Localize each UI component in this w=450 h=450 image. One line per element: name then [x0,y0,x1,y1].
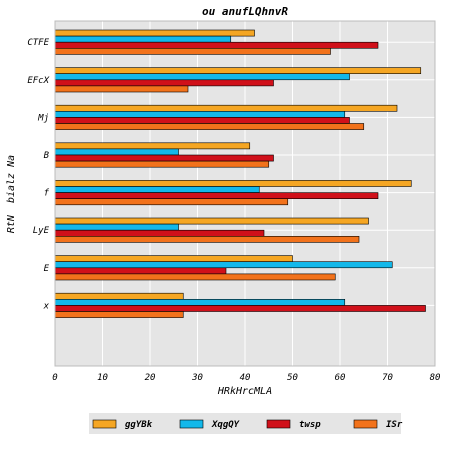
y-category-label: E [44,264,50,274]
bar-XqgQY-B [54,148,179,156]
x-tick-label: 80 [430,373,441,383]
bar-ggYBk-x [54,292,184,300]
legend-background [89,413,401,434]
x-tick-label: 50 [287,373,298,383]
y-category-label: B [44,151,50,161]
x-tick-label: 30 [191,373,203,383]
y-category-label: x [43,301,50,311]
legend-swatch [353,419,378,429]
bar-twsp-LyE [54,229,265,237]
y-category-label: EFcX [27,76,49,86]
bar-ISr-LyE [54,236,360,243]
bar-XqgQY-f [54,186,260,193]
bar-XqgQY-EFcX [54,73,350,81]
bar-ISr-x [54,311,184,318]
bar-XqgQY-LyE [54,223,179,231]
bar-ggYBk-B [54,142,251,150]
legend: ggYBk XqgQY twsp ISr [89,413,403,434]
x-tick-label: 70 [382,373,393,383]
legend-swatch [266,419,291,429]
bar-ISr-CTFE [54,47,331,55]
bar-ggYBk-EFcX [54,67,422,74]
bar-twsp-Mj [54,117,350,124]
bar-ggYBk-E [54,255,293,263]
legend-entry-label: ggYBk [125,420,153,430]
bar-ISr-E [54,273,336,281]
y-category-label: LyE [33,226,50,236]
legend-entry-label: XqgQY [211,420,240,430]
bar-ggYBk-Mj [54,104,398,112]
y-axis-label: RtN bialz Na [6,155,17,233]
bar-XqgQY-x [54,298,346,306]
bar-twsp-CTFE [54,41,379,49]
legend-swatch [92,419,117,429]
x-tick-label: 40 [240,373,251,383]
x-axis-label: HRkHrcMLA [217,386,272,397]
bar-ISr-EFcX [54,85,189,93]
bar-XqgQY-Mj [54,111,346,118]
legend-entry-label: twsp [299,420,321,430]
x-tick-label: 10 [97,373,108,383]
y-category-label: f [44,189,50,199]
bar-ISr-f [54,198,289,206]
bar-twsp-E [54,267,227,275]
bar-XqgQY-CTFE [54,35,232,43]
plot-frame [54,20,436,367]
bar-twsp-EFcX [54,79,274,87]
bar-ggYBk-LyE [54,217,369,225]
bar-XqgQY-E [54,261,393,269]
y-category-label: Mj [37,113,49,123]
bar-twsp-x [54,305,426,312]
bar-twsp-B [54,154,274,162]
bar-ggYBk-CTFE [54,29,255,37]
y-category-labels: CTFE EFcX Mj Bf LyE Ex [27,38,49,311]
x-tick-label: 0 [52,373,57,383]
legend-entry-label: ISr [386,420,403,430]
legend-swatch [179,419,204,429]
chart-title: ou anufLQhnvR [202,5,288,18]
y-category-label: CTFE [27,38,49,48]
x-tick-label: 60 [335,373,346,383]
bars [54,29,426,318]
bar-ISr-B [54,160,270,168]
x-ticks: 0 10 20 30 40 50 60 70 80 [52,373,440,383]
bar-ggYBk-f [54,180,412,187]
x-tick-label: 20 [145,373,156,383]
bar-twsp-f [54,192,379,200]
bar-ISr-Mj [54,123,365,130]
